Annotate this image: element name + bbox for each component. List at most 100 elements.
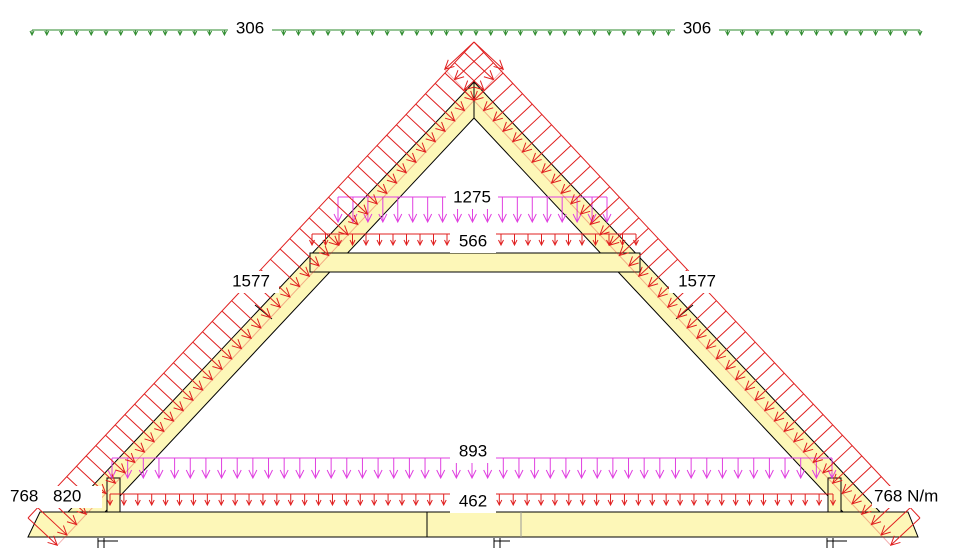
load-arrow xyxy=(800,30,804,35)
load-arrow xyxy=(186,458,194,478)
load-arrow xyxy=(296,458,304,478)
load-arrow xyxy=(288,494,293,505)
load-arrow xyxy=(687,458,695,478)
load-arrow xyxy=(316,494,321,505)
load-arrow xyxy=(664,494,669,505)
load-arrow xyxy=(135,494,140,505)
load-arrow xyxy=(499,458,507,478)
load-arrow xyxy=(430,30,434,35)
load-label: 566 xyxy=(459,231,487,250)
load-arrow xyxy=(409,197,417,222)
load-arrow xyxy=(445,234,450,245)
load-arrow xyxy=(370,30,374,35)
load-arrow xyxy=(499,234,504,245)
load-arrow xyxy=(515,458,523,478)
load-arrow xyxy=(789,494,794,505)
load-arrow xyxy=(358,458,366,478)
load-arrow xyxy=(459,30,463,35)
load-arrow xyxy=(205,494,210,505)
load-arrow xyxy=(341,30,345,35)
load-arrow xyxy=(218,458,226,478)
load-arrow xyxy=(918,30,922,35)
load-arrow xyxy=(386,494,391,505)
right-rafter xyxy=(474,82,880,512)
load-arrow xyxy=(755,30,759,35)
load-arrow xyxy=(119,30,123,35)
load-arrow xyxy=(593,458,601,478)
load-arrow xyxy=(652,30,656,35)
load-arrow xyxy=(424,197,432,222)
load-arrow xyxy=(543,197,551,222)
load-arrow xyxy=(404,234,409,245)
load-arrow xyxy=(552,494,557,505)
load-arrow xyxy=(719,494,724,505)
load-arrow xyxy=(265,458,273,478)
load-arrow xyxy=(45,30,49,35)
load-arrow xyxy=(400,30,404,35)
load-arrow xyxy=(622,30,626,35)
load-label: 1275 xyxy=(453,187,491,206)
support xyxy=(494,538,510,548)
load-arrow xyxy=(531,458,539,478)
load-arrow xyxy=(327,458,335,478)
load-label: 306 xyxy=(683,18,711,37)
collar-beam xyxy=(310,253,640,272)
load-arrow xyxy=(594,494,599,505)
load-arrow xyxy=(726,30,730,35)
load-arrow xyxy=(405,458,413,478)
structure xyxy=(28,82,918,537)
load-arrow xyxy=(374,458,382,478)
load-arrow xyxy=(193,30,197,35)
load-arrow xyxy=(578,30,582,35)
load-arrow xyxy=(691,494,696,505)
load-arrow xyxy=(208,30,212,35)
load-arrow xyxy=(444,30,448,35)
load-arrow xyxy=(474,30,478,35)
load-arrow xyxy=(89,30,93,35)
load-arrow xyxy=(280,458,288,478)
load-arrow xyxy=(385,30,389,35)
load-arrow xyxy=(74,30,78,35)
load-arrow xyxy=(233,458,241,478)
supports xyxy=(98,538,847,548)
load-arrow xyxy=(566,234,571,245)
load-arrow xyxy=(785,30,789,35)
load-arrow xyxy=(666,30,670,35)
load-arrow xyxy=(512,234,517,245)
load-arrow xyxy=(770,30,774,35)
load-arrow xyxy=(750,458,758,478)
load-arrow xyxy=(888,30,892,35)
load-arrow xyxy=(803,494,808,505)
load-arrow xyxy=(548,30,552,35)
load-arrow xyxy=(498,197,506,222)
load-arrow xyxy=(592,30,596,35)
load-arrow xyxy=(134,30,138,35)
load-arrow xyxy=(163,30,167,35)
load-arrow xyxy=(566,494,571,505)
load-arrow xyxy=(518,30,522,35)
load-arrow xyxy=(504,30,508,35)
load-label: 1577 xyxy=(232,271,270,290)
load-arrow xyxy=(703,458,711,478)
load-arrow xyxy=(539,494,544,505)
load-arrow xyxy=(678,494,683,505)
load-arrow xyxy=(609,458,617,478)
load-label: 1577 xyxy=(678,271,716,290)
load-arrow xyxy=(415,30,419,35)
left-rafter xyxy=(68,82,474,512)
load-arrow xyxy=(60,30,64,35)
load-arrow xyxy=(578,458,586,478)
load-arrow xyxy=(622,494,627,505)
load-arrow xyxy=(104,30,108,35)
load-arrow xyxy=(608,494,613,505)
load-arrow xyxy=(418,234,423,245)
load-arrow xyxy=(356,30,360,35)
support xyxy=(827,538,847,548)
load-arrow xyxy=(421,458,429,478)
load-label: 768 N/m xyxy=(874,486,938,505)
load-arrow xyxy=(413,494,418,505)
load-label: 820 xyxy=(53,486,81,505)
load-arrow xyxy=(311,30,315,35)
load-arrow xyxy=(155,458,163,478)
load-arrow xyxy=(829,30,833,35)
